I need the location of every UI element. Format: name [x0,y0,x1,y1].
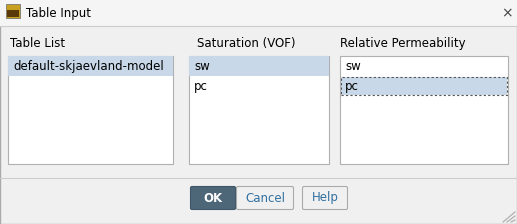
Bar [340,56,508,164]
Text: Table Input: Table Input [26,6,91,19]
FancyBboxPatch shape [302,187,347,209]
Text: default-skjaevland-model: default-skjaevland-model [13,60,164,73]
Bar [8,56,173,164]
Bar [341,77,507,95]
Text: Cancel: Cancel [245,192,285,205]
Text: pc: pc [194,80,208,93]
Text: Table List: Table List [10,37,65,50]
Bar [6,4,20,18]
Text: pc: pc [345,80,359,93]
Bar [7,10,19,17]
Text: Help: Help [312,192,339,205]
Bar [8,56,173,76]
Bar [341,77,507,95]
Text: sw: sw [194,60,210,73]
FancyBboxPatch shape [236,187,294,209]
Text: sw: sw [345,60,361,73]
Bar [0,0,517,26]
Bar [189,56,329,76]
Text: Relative Permeability: Relative Permeability [340,37,466,50]
Text: ×: × [501,6,513,20]
FancyBboxPatch shape [190,187,236,209]
Text: Saturation (VOF): Saturation (VOF) [197,37,296,50]
Text: OK: OK [203,192,222,205]
Bar [189,56,329,164]
